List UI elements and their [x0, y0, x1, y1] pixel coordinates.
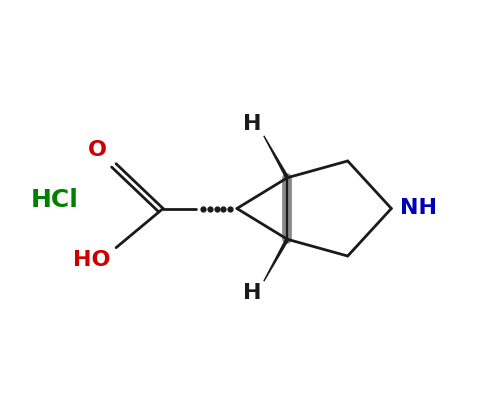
- Polygon shape: [264, 136, 289, 178]
- Text: NH: NH: [400, 198, 438, 219]
- Text: HCl: HCl: [31, 188, 79, 212]
- Text: HO: HO: [72, 250, 110, 270]
- Polygon shape: [264, 239, 289, 281]
- Text: O: O: [88, 141, 107, 161]
- Text: H: H: [243, 283, 262, 303]
- Text: H: H: [243, 114, 262, 134]
